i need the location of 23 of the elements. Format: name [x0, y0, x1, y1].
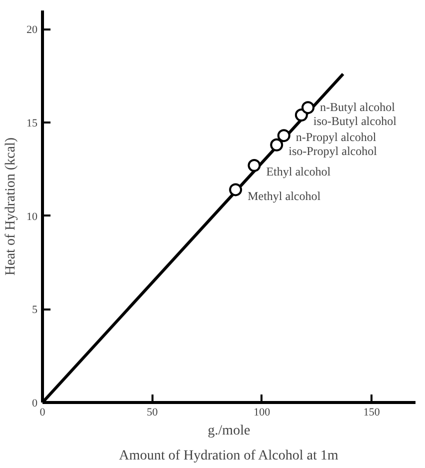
annotation: n-Butyl alcohol: [320, 100, 396, 114]
y-tick-label: 10: [26, 210, 38, 223]
y-axis-title: Heat of Hydration (kcal): [4, 137, 18, 276]
text: Amount of Hydration of Alcohol at 1m: [118, 448, 338, 464]
annotation: Ethyl alcohol: [266, 164, 332, 178]
annotation: Methyl alcohol: [248, 188, 322, 203]
annotation: iso-Propyl alcohol: [288, 144, 378, 158]
x-axis-title: g./mole: [208, 424, 250, 438]
point: [277, 129, 290, 142]
x-tick-label: 0: [40, 406, 46, 418]
x-tick-label: 100: [254, 406, 271, 418]
point: [270, 138, 284, 152]
point: [229, 183, 242, 196]
annotation: iso-Butyl alcohol: [313, 114, 398, 128]
x-tick-label: 50: [146, 406, 158, 418]
annotation: n-Propyl alcohol: [296, 130, 377, 144]
point: [301, 101, 314, 114]
y-tick-label: 20: [26, 24, 38, 36]
y-tick-label: 15: [26, 118, 38, 130]
x-tick-label: 150: [363, 406, 380, 418]
y-tick-label: 5: [32, 304, 38, 316]
point: [248, 158, 261, 172]
y-tick-label: 0: [32, 398, 38, 410]
